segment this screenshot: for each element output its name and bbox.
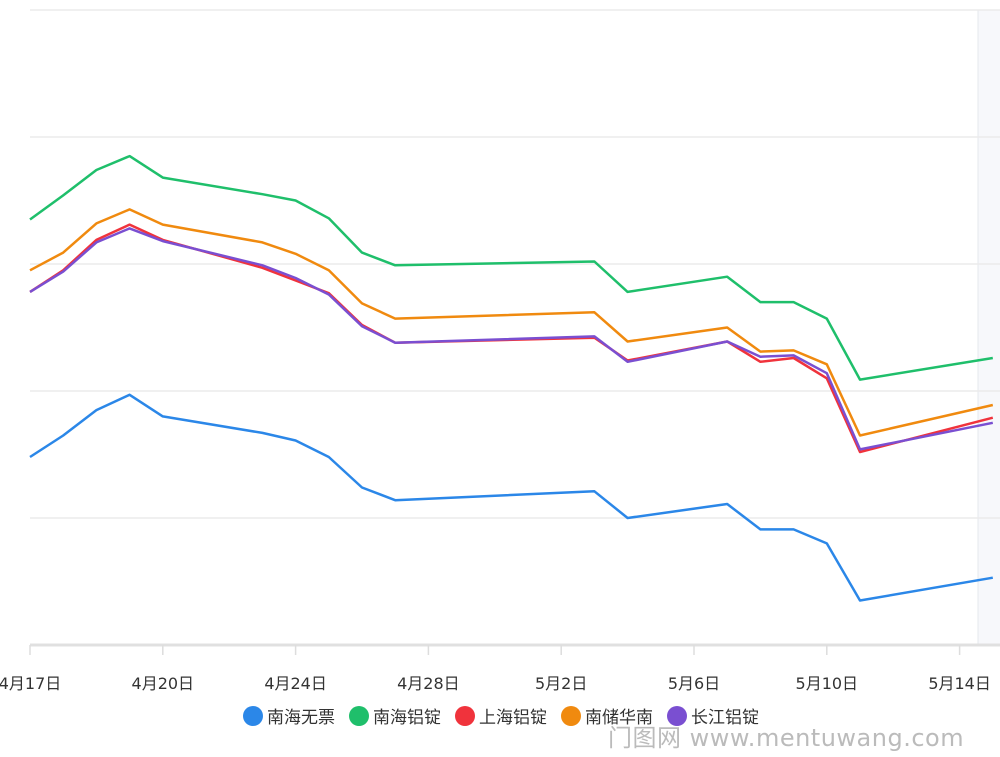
legend-dot-icon — [243, 705, 263, 726]
legend-item[interactable]: 南海无票 — [243, 703, 335, 728]
legend: 南海无票 南海铝锭 上海铝锭 南储华南 长江铝锭 — [243, 703, 759, 728]
series-line-1 — [29, 154, 994, 381]
x-tick-label: 4月17日 — [0, 674, 61, 693]
legend-label: 南储华南 — [585, 708, 653, 728]
series-line-4 — [29, 227, 994, 451]
legend-label: 上海铝锭 — [479, 708, 547, 728]
x-tick-label: 5月10日 — [796, 674, 859, 693]
x-tick-label: 4月28日 — [397, 674, 460, 693]
watermark: 门图网 www.mentuwang.com — [608, 724, 965, 752]
legend-dot-icon — [667, 705, 687, 726]
x-tick-label: 5月6日 — [668, 674, 720, 693]
series-line-3 — [29, 208, 994, 437]
legend-dot-icon — [455, 705, 475, 726]
legend-item[interactable]: 长江铝锭 — [667, 703, 759, 728]
x-tick-label: 5月14日 — [928, 674, 991, 693]
series-line-0 — [29, 393, 994, 602]
x-tick-label: 4月24日 — [264, 674, 327, 693]
x-tick-label: 5月2日 — [535, 674, 587, 693]
legend-dot-icon — [561, 705, 581, 726]
x-tick-label: 4月20日 — [132, 674, 195, 693]
legend-label: 南海铝锭 — [373, 708, 441, 728]
line-chart: 4月17日 4月20日 4月24日 4月28日 5月2日 5月6日 5月10日 5月14日 — [0, 9, 1000, 693]
legend-item[interactable]: 南储华南 — [561, 703, 653, 728]
legend-item[interactable]: 上海铝锭 — [455, 703, 547, 728]
legend-label: 长江铝锭 — [691, 708, 759, 728]
hover-band — [978, 10, 1000, 645]
legend-item[interactable]: 南海铝锭 — [349, 703, 441, 728]
legend-dot-icon — [349, 705, 369, 726]
legend-label: 南海无票 — [267, 708, 335, 728]
